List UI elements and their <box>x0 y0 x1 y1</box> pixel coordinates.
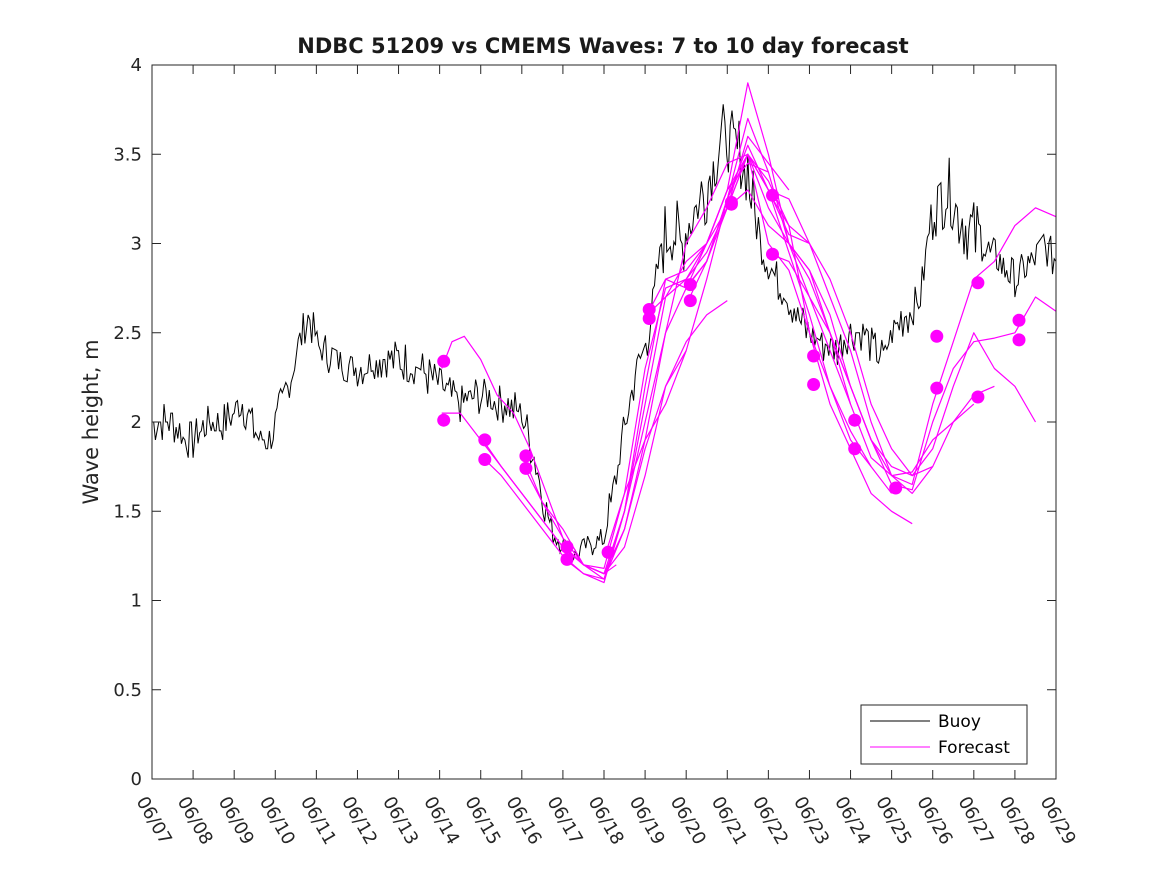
forecast-marker <box>560 540 574 554</box>
x-tick-label: 06/15 <box>460 793 504 848</box>
x-tick-label: 06/23 <box>789 793 833 848</box>
forecast-marker <box>807 349 821 363</box>
forecast-marker <box>478 453 492 466</box>
x-tick-label: 06/13 <box>378 793 422 848</box>
forecast-marker <box>642 303 656 316</box>
forecast-marker <box>930 329 944 343</box>
forecast-marker <box>519 449 533 463</box>
x-tick-label: 06/27 <box>953 793 997 848</box>
x-tick-label: 06/17 <box>543 793 587 848</box>
y-tick-label: 4 <box>131 55 142 76</box>
x-tick-label: 06/25 <box>871 793 915 848</box>
x-tick-label: 06/19 <box>625 793 669 848</box>
forecast-marker <box>807 378 821 391</box>
x-tick-label: 06/07 <box>132 793 176 848</box>
forecast-marker <box>1012 313 1026 327</box>
series-forecast-line <box>605 144 893 553</box>
plot-area <box>152 65 1056 779</box>
forecast-marker <box>478 433 492 447</box>
y-tick-label: 2 <box>131 412 142 433</box>
forecast-marker <box>683 294 697 308</box>
forecast-marker <box>642 312 656 325</box>
forecast-marker <box>930 381 944 395</box>
forecast-marker <box>889 481 903 495</box>
forecast-marker <box>560 552 574 566</box>
y-axis: 0 0.5 1 1.5 2 2.5 3 3.5 4 <box>113 55 1056 790</box>
forecast-marker <box>848 413 862 427</box>
forecast-marker <box>1012 333 1026 347</box>
y-tick-label: 1.5 <box>113 501 142 522</box>
x-tick-label: 06/26 <box>912 793 956 848</box>
forecast-marker <box>766 247 779 261</box>
series-forecast-line <box>564 153 872 584</box>
x-tick-label: 06/16 <box>501 793 545 848</box>
x-tick-label: 06/22 <box>748 793 792 848</box>
forecast-marker <box>766 188 779 202</box>
legend-buoy-label: Buoy <box>938 712 981 732</box>
x-tick-label: 06/18 <box>584 793 628 848</box>
forecast-marker <box>848 442 862 456</box>
forecast-marker <box>971 390 985 404</box>
series-forecast-line <box>770 253 1057 491</box>
x-tick-label: 06/08 <box>173 793 217 848</box>
y-tick-label: 3.5 <box>113 144 142 165</box>
series-forecast-line <box>769 194 1057 486</box>
marker-layer <box>437 188 1026 566</box>
legend-box <box>860 704 1028 765</box>
forecast-marker <box>601 545 615 559</box>
legend: Buoy Forecast <box>860 704 1028 765</box>
y-tick-label: 0.5 <box>113 680 142 701</box>
y-axis-label: Wave height, m <box>79 339 103 504</box>
x-tick-label: 06/21 <box>707 793 751 848</box>
y-tick-label: 1 <box>131 591 142 612</box>
x-tick-label: 06/09 <box>214 793 258 848</box>
forecast-marker <box>519 461 533 475</box>
series-buoy-line <box>152 104 1057 561</box>
legend-forecast-label: Forecast <box>938 738 1010 758</box>
chart-title: NDBC 51209 vs CMEMS Waves: 7 to 10 day f… <box>297 34 908 58</box>
forecast-marker <box>724 197 738 211</box>
forecast-marker <box>437 354 451 368</box>
x-tick-label: 06/24 <box>830 793 874 848</box>
x-tick-label: 06/11 <box>296 793 340 848</box>
y-tick-label: 0 <box>131 769 142 790</box>
x-tick-label: 06/20 <box>666 793 710 848</box>
forecast-marker <box>971 276 985 290</box>
x-tick-label: 06/14 <box>419 793 463 848</box>
forecast-marker <box>437 413 451 427</box>
y-tick-label: 2.5 <box>113 323 142 344</box>
x-tick-label: 06/12 <box>337 793 381 848</box>
forecast-marker <box>683 278 697 292</box>
y-tick-label: 3 <box>131 234 142 255</box>
x-tick-label: 06/29 <box>1036 793 1080 848</box>
x-tick-label: 06/10 <box>255 793 299 848</box>
x-tick-label: 06/28 <box>995 793 1039 848</box>
